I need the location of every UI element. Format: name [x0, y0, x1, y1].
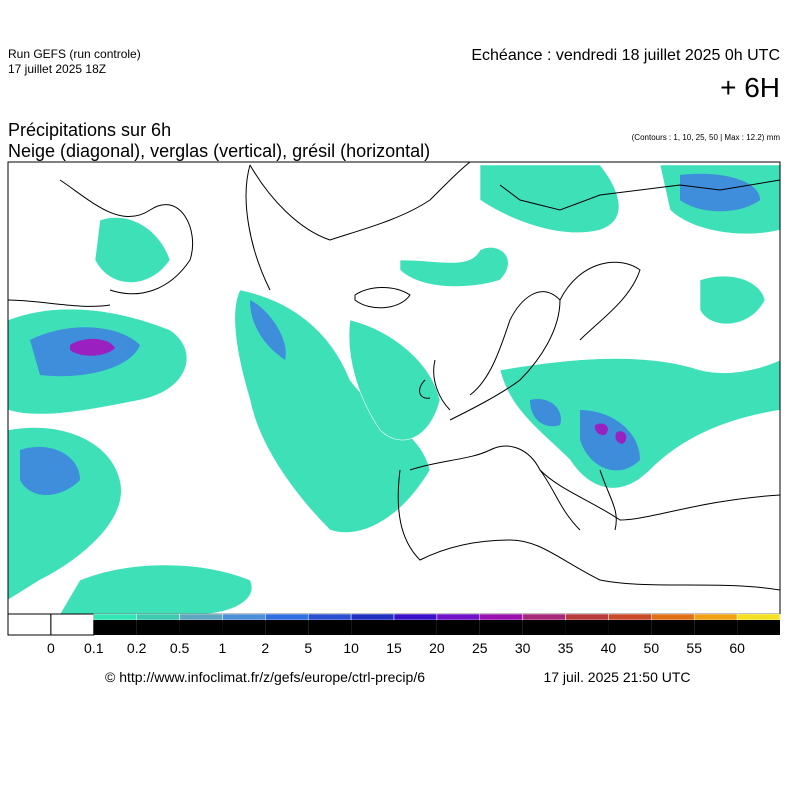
legend-swatch: [136, 613, 180, 621]
contour-note: (Contours : 1, 10, 25, 50 | Max : 12.2) …: [632, 133, 781, 142]
legend-swatch: [479, 613, 523, 621]
legend-label: 5: [304, 640, 312, 656]
legend-swatch: [265, 613, 309, 621]
legend-swatch: [179, 613, 223, 621]
legend-base: [222, 620, 266, 635]
run-label: Run GEFS (run controle): [8, 47, 141, 61]
legend-label: 15: [386, 640, 402, 656]
legend-label: 10: [343, 640, 359, 656]
legend-label: 30: [515, 640, 531, 656]
legend-base: [351, 620, 394, 635]
legend-swatch: [350, 613, 395, 621]
map-title: Précipitations sur 6h: [8, 120, 171, 140]
legend-base: [265, 620, 309, 635]
legend-label: 20: [429, 640, 445, 656]
legend-label: 60: [729, 640, 745, 656]
color-legend: 0 0.1 0.2 0.5 1 2 5 10 15 20 25 30 35 40 50 55 60: [7, 613, 781, 656]
legend-base: [93, 620, 137, 635]
legend-base: [522, 620, 566, 635]
legend-label: 0.2: [127, 640, 147, 656]
legend-swatch: [93, 613, 137, 621]
legend-swatch: [307, 613, 352, 621]
legend-base: [479, 620, 523, 635]
legend-label: 1: [219, 640, 227, 656]
legend-swatch: [693, 613, 738, 621]
legend-swatch: [565, 613, 609, 621]
run-date: 17 juillet 2025 18Z: [8, 62, 106, 76]
lead-time: + 6H: [720, 72, 780, 103]
legend-swatch: [393, 613, 438, 621]
legend-base: [436, 620, 480, 635]
legend-label: 0.5: [170, 640, 190, 656]
legend-label: 0: [47, 640, 55, 656]
legend-base: [394, 620, 437, 635]
legend-base: [737, 620, 780, 635]
legend-base: [608, 620, 652, 635]
legend-base: [179, 620, 223, 635]
legend-base: [694, 620, 738, 635]
legend-label: 2: [261, 640, 269, 656]
map: [7, 161, 781, 615]
generated-time: 17 juil. 2025 21:50 UTC: [543, 669, 690, 685]
map-subtitle: Neige (diagonal), verglas (vertical), gr…: [8, 141, 430, 161]
legend-box: [7, 613, 52, 636]
legend-base: [565, 620, 609, 635]
source-url: © http://www.infoclimat.fr/z/gefs/europe…: [105, 669, 425, 685]
legend-label: 55: [686, 640, 702, 656]
legend-swatch: [522, 613, 566, 621]
legend-swatch: [436, 613, 481, 621]
legend-label: 50: [644, 640, 660, 656]
legend-label: 25: [472, 640, 488, 656]
legend-label: 0.1: [84, 640, 104, 656]
legend-swatch: [651, 613, 695, 621]
legend-label: 40: [601, 640, 617, 656]
legend-swatch: [222, 613, 266, 621]
legend-base: [136, 620, 180, 635]
legend-swatch: [608, 613, 652, 621]
legend-swatch: [736, 613, 781, 621]
legend-base: [308, 620, 352, 635]
legend-box: [50, 613, 95, 636]
legend-base: [651, 620, 695, 635]
legend-label: 35: [558, 640, 574, 656]
valid-time: Echéance : vendredi 18 juillet 2025 0h U…: [471, 47, 780, 64]
